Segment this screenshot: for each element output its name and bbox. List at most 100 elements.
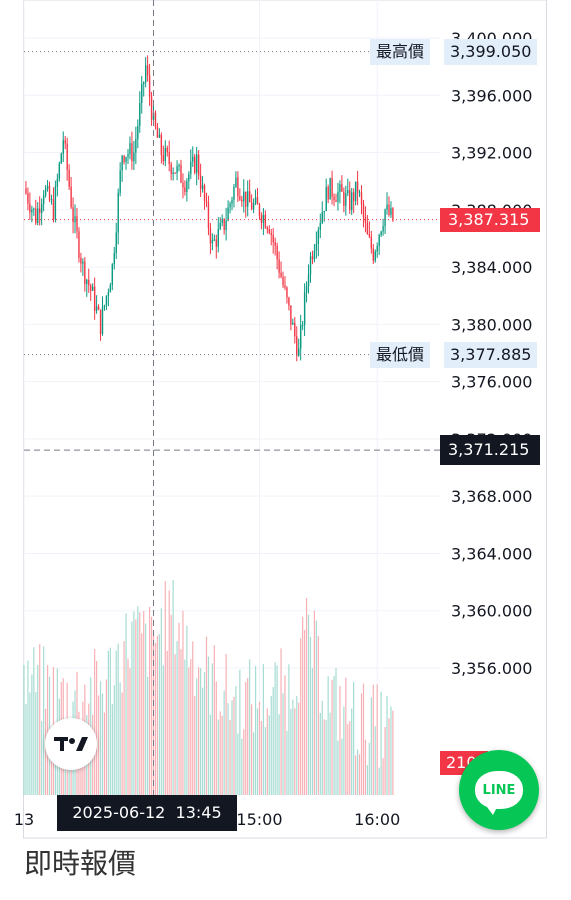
volume-bar [223, 690, 225, 795]
candle-body [386, 204, 388, 210]
volume-bar [162, 665, 164, 795]
candle-body [260, 215, 263, 223]
volume-bar [182, 610, 184, 795]
volume-bar [201, 687, 204, 795]
candle-body [333, 196, 335, 201]
x-axis: 13 15:00 16:00 [14, 810, 400, 829]
candle-body [392, 207, 394, 221]
volume-bar [345, 677, 347, 795]
candle-body [274, 242, 276, 246]
candle-body [250, 202, 253, 210]
volume-bar [254, 666, 257, 795]
candle-body [37, 208, 39, 224]
volume-bar [113, 685, 115, 795]
y-tick-label: 3,356.000 [451, 659, 532, 678]
candle-body [113, 253, 115, 265]
candle-body [364, 217, 367, 223]
volume-bar [353, 681, 355, 795]
volume-bar [164, 581, 166, 795]
volume-bar [298, 702, 300, 795]
volume-bar [362, 683, 365, 795]
volume-bar [103, 712, 106, 795]
volume-bar [309, 637, 312, 795]
volume-bar [221, 715, 223, 795]
candle-body [203, 185, 206, 201]
candle-body [237, 177, 239, 197]
volume-bar [364, 739, 367, 795]
volume-bar [262, 664, 264, 795]
session-high-value: 3,399.050 [444, 38, 538, 65]
volume-bar [370, 697, 372, 795]
candle-body [290, 305, 292, 325]
volume-bar [266, 708, 268, 795]
volume-bar [176, 641, 178, 795]
candle-body [127, 153, 129, 158]
candle-body [368, 234, 371, 237]
volume-bar [115, 650, 117, 795]
candle-body [170, 163, 172, 174]
candle-body [60, 153, 62, 164]
volume-bar [313, 610, 316, 795]
candle-body [296, 336, 298, 356]
candle-body [376, 246, 378, 252]
candle-body [205, 200, 208, 203]
volume-bar [347, 724, 349, 795]
grid [23, 0, 440, 795]
candle-body [174, 172, 176, 174]
candle-body [235, 177, 237, 187]
candle-body [93, 286, 96, 311]
volume-bar [147, 676, 149, 795]
volume-bar [154, 642, 157, 795]
volume-bar [96, 661, 98, 795]
candle-body [343, 191, 345, 206]
y-tick-label: 3,396.000 [451, 86, 532, 105]
volume-bar [302, 616, 304, 795]
candle-body [370, 236, 373, 249]
volume-bar [156, 635, 159, 795]
candle-body [56, 178, 59, 187]
volume-bar [335, 667, 337, 795]
crosshair-time-tag: 2025-06-12 13:45 [57, 795, 237, 831]
y-tick-label: 3,360.000 [451, 602, 532, 621]
candle-body [335, 200, 337, 202]
line-icon: LINE [475, 771, 523, 815]
candle-body [362, 203, 365, 218]
volume-bar [239, 669, 241, 795]
volume-bar [227, 703, 229, 795]
candle-body [117, 192, 119, 233]
candle-body [146, 65, 149, 76]
candle-body [158, 134, 161, 138]
volume-bar [368, 742, 370, 795]
line-share-button[interactable]: LINE [459, 750, 539, 830]
candle-body [125, 157, 127, 163]
candle-body [382, 226, 384, 232]
candle-body [217, 229, 219, 247]
volume-bar [141, 633, 143, 795]
volume-bar [358, 754, 361, 795]
volume-bar [270, 695, 272, 795]
candle-body [390, 207, 392, 215]
volume-bar [190, 659, 192, 795]
volume-bar [31, 674, 33, 795]
candle-body [268, 229, 270, 234]
candle-body [270, 233, 272, 235]
candle-body [219, 222, 221, 230]
candle-body [272, 234, 274, 243]
candle-body [351, 192, 353, 211]
candle-body [288, 297, 290, 306]
volume-bar [25, 704, 27, 795]
candle-body [74, 216, 76, 223]
volume-bar [317, 635, 319, 795]
tradingview-logo[interactable] [45, 718, 97, 770]
candle-body [247, 191, 249, 207]
volume-bar [386, 696, 388, 795]
candle-body [46, 185, 49, 189]
candle-body [309, 256, 312, 275]
volume-bar [131, 621, 133, 795]
candle-body [54, 186, 57, 220]
candle-body [194, 156, 196, 173]
candle-body [152, 112, 155, 120]
candle-body [380, 231, 382, 235]
volume-bar [139, 612, 141, 795]
candle-body [278, 259, 280, 273]
